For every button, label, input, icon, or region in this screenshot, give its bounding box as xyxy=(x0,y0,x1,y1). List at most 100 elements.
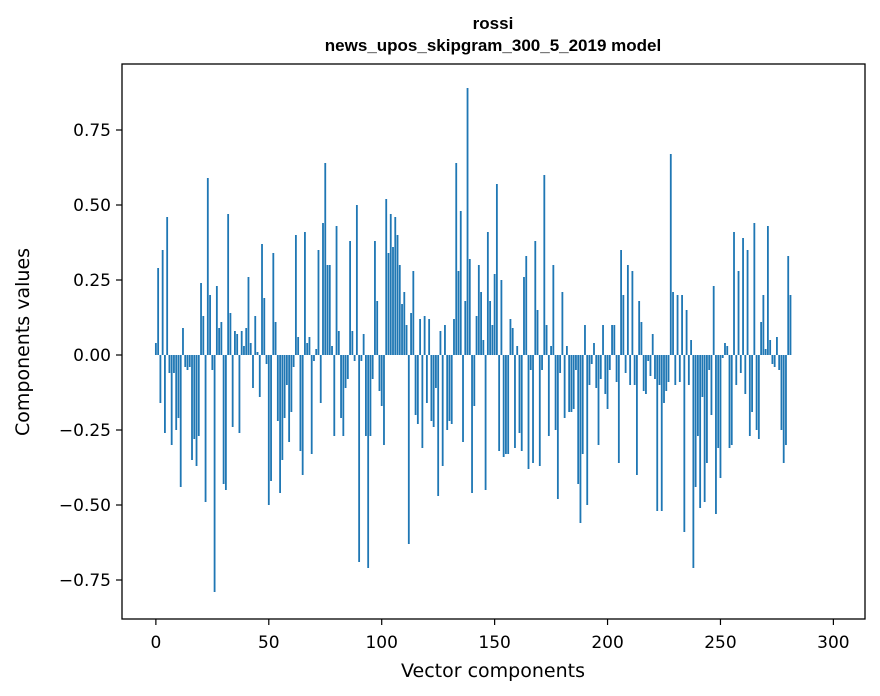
bar xyxy=(281,355,284,460)
bar xyxy=(484,355,487,490)
bar xyxy=(453,319,455,355)
bar xyxy=(362,334,365,355)
bar xyxy=(288,355,291,442)
bar xyxy=(234,331,236,355)
bar xyxy=(164,355,166,433)
bar xyxy=(554,355,557,430)
bar xyxy=(333,355,336,436)
bar xyxy=(475,316,478,355)
bar xyxy=(353,355,356,361)
bar xyxy=(514,355,516,448)
bar xyxy=(498,355,501,451)
bar xyxy=(737,271,740,355)
bar xyxy=(507,355,510,454)
chart-title: rossi xyxy=(473,14,514,33)
bar xyxy=(206,178,209,355)
bar xyxy=(755,355,758,430)
bar xyxy=(290,355,293,412)
bar xyxy=(703,355,706,502)
bar xyxy=(335,226,338,355)
y-tick-label: −0.50 xyxy=(59,496,111,516)
bar xyxy=(245,328,248,355)
bar xyxy=(638,301,641,355)
bar xyxy=(751,355,753,412)
bar xyxy=(617,355,620,463)
bar xyxy=(748,355,751,436)
bar xyxy=(581,355,584,454)
bar xyxy=(541,355,543,370)
bar xyxy=(726,346,729,355)
y-tick-label: 0.50 xyxy=(73,196,111,216)
bar xyxy=(342,355,345,436)
bar xyxy=(728,355,731,448)
bar xyxy=(435,355,437,388)
bar xyxy=(599,355,602,379)
bar xyxy=(405,325,408,355)
bar xyxy=(706,355,708,463)
bar xyxy=(473,355,476,406)
bar xyxy=(308,337,311,355)
bar xyxy=(168,355,171,373)
bar xyxy=(611,325,613,355)
bar xyxy=(647,355,650,361)
bar xyxy=(254,316,257,355)
bar xyxy=(622,295,625,355)
bar xyxy=(608,355,611,370)
bar xyxy=(193,355,196,439)
y-tick-label: 0.00 xyxy=(73,346,111,366)
bar xyxy=(746,250,749,355)
bar xyxy=(154,343,157,355)
bar xyxy=(179,355,182,487)
bar xyxy=(757,355,760,439)
plot-frame xyxy=(121,63,866,620)
bar xyxy=(301,355,304,475)
bar xyxy=(477,265,480,355)
bar xyxy=(681,295,683,355)
bar xyxy=(509,319,512,355)
bar xyxy=(785,355,787,445)
bar xyxy=(579,355,582,523)
bar xyxy=(200,283,202,355)
bar xyxy=(184,355,187,367)
bar xyxy=(182,328,184,355)
bar xyxy=(742,238,744,355)
bar xyxy=(561,292,564,355)
bar xyxy=(292,355,295,367)
bar xyxy=(636,355,638,475)
bar xyxy=(412,271,415,355)
bar xyxy=(389,214,392,355)
bar xyxy=(365,355,367,436)
bar xyxy=(577,355,580,484)
bar xyxy=(419,319,422,355)
bar xyxy=(760,322,763,355)
bar xyxy=(229,313,232,355)
bar xyxy=(319,355,322,403)
bar xyxy=(676,295,679,355)
bar xyxy=(532,355,534,463)
bar xyxy=(369,355,372,436)
bar xyxy=(448,355,451,421)
bar xyxy=(502,355,505,457)
bar xyxy=(766,226,769,355)
bar xyxy=(157,268,160,355)
bar xyxy=(604,355,607,394)
bar xyxy=(423,316,426,355)
bar xyxy=(565,346,568,355)
bar xyxy=(699,355,702,508)
bar xyxy=(313,355,315,361)
bar xyxy=(633,355,636,385)
bar xyxy=(529,355,532,370)
bar xyxy=(505,355,507,454)
y-axis-ticks: −0.75 −0.50 −0.25 0.00 0.25 0.50 0.75 xyxy=(59,121,122,591)
bar xyxy=(712,286,715,355)
bar xyxy=(719,355,722,478)
bar xyxy=(243,346,245,355)
bar xyxy=(247,277,250,355)
bar xyxy=(346,355,349,379)
bar xyxy=(161,250,164,355)
bar xyxy=(789,295,792,355)
bar xyxy=(299,355,302,451)
bar xyxy=(480,292,482,355)
bar xyxy=(213,355,216,592)
bar xyxy=(656,355,659,511)
